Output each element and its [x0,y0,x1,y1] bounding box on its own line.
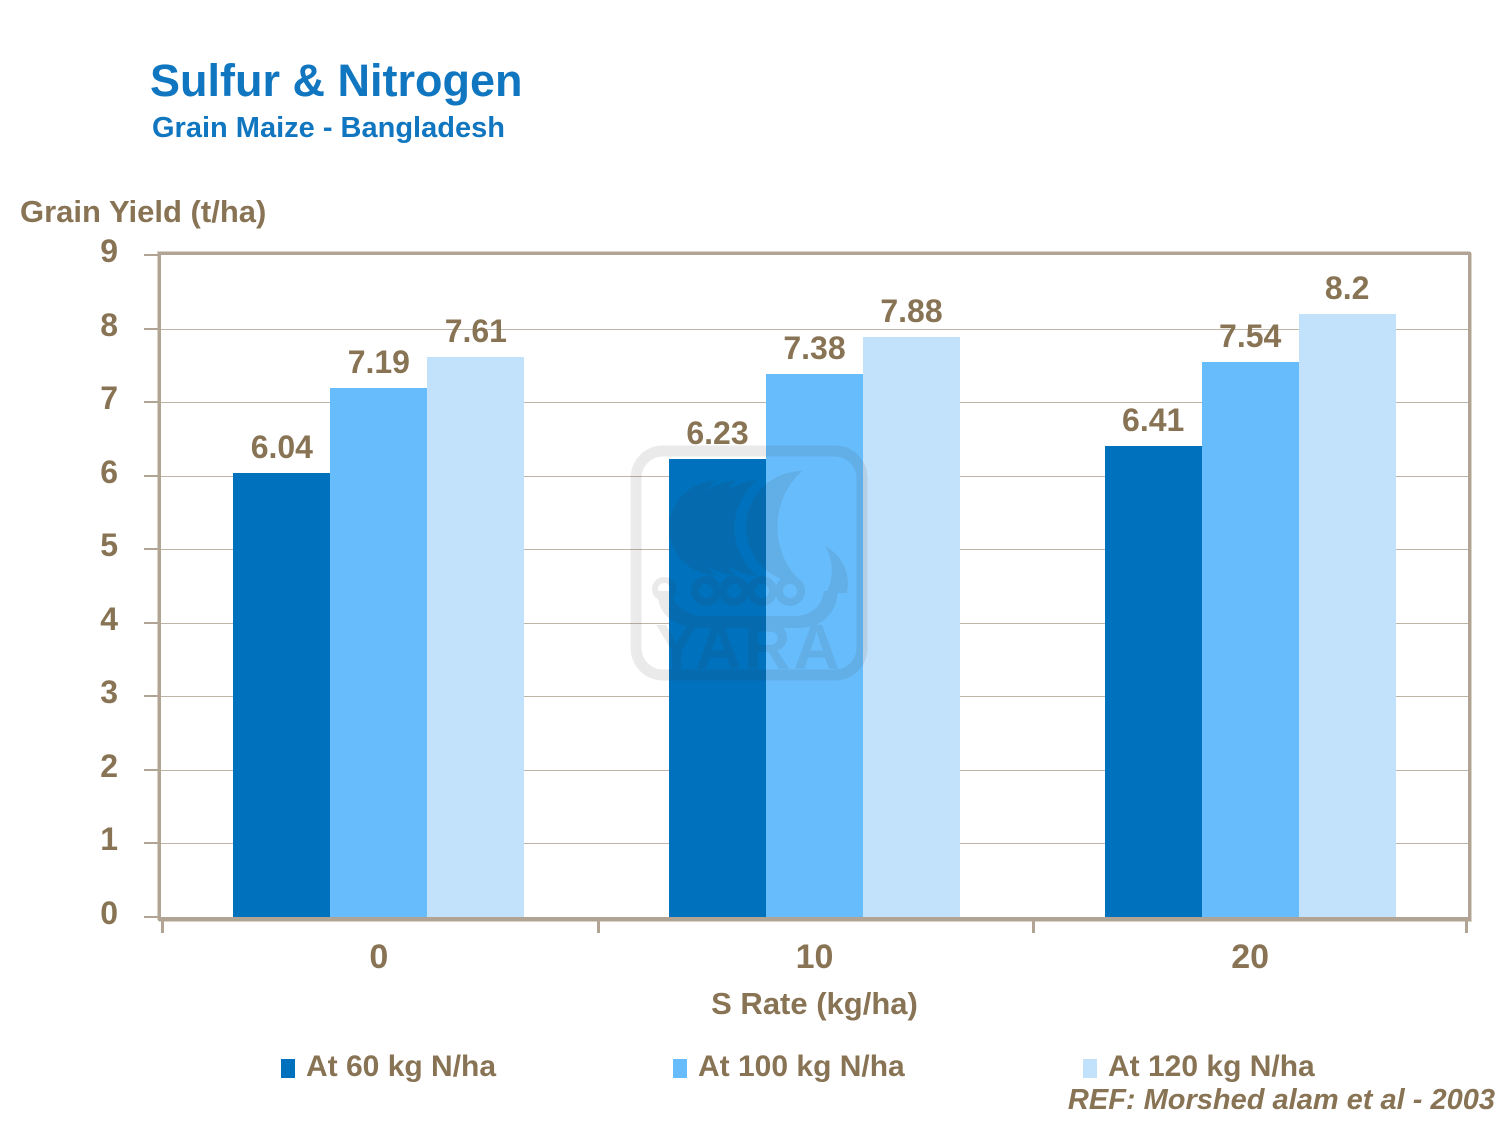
legend-swatch-medium-blue [673,1059,687,1078]
legend-label: At 100 kg N/ha [698,1050,905,1083]
y-axis-tick [144,401,158,404]
bar-at-120-kg-n/ha-s0 [427,357,525,917]
legend-item-100kg: At 100 kg N/ha [673,1050,905,1084]
legend-label: At 60 kg N/ha [306,1050,497,1083]
y-axis-tick [144,621,158,624]
y-axis-tick [144,327,158,330]
legend-label: At 120 kg N/ha [1108,1050,1315,1083]
y-axis-tick [144,695,158,698]
x-axis-tick [596,917,600,933]
bar-value-label: 7.54 [1219,318,1282,355]
y-axis-tick [144,842,158,845]
bar-value-label: 7.88 [880,293,943,330]
y-tick-label: 9 [100,232,118,269]
bar-value-label: 7.38 [783,330,846,367]
x-axis-tick [1032,917,1036,933]
x-axis-tick [161,917,164,933]
bar-value-label: 8.2 [1324,269,1370,306]
chart-title: Sulfur & Nitrogen [150,55,523,106]
legend-swatch-light-blue [1083,1059,1097,1078]
y-tick-label: 3 [100,674,118,711]
x-tick-label: 20 [1231,938,1270,976]
bar-value-label: 7.61 [444,313,507,350]
y-axis-tick [144,768,158,771]
legend-swatch-dark-blue [281,1059,295,1078]
chart-subtitle: Grain Maize - Bangladesh [152,112,505,144]
bar-at-120-kg-n/ha-s10 [863,337,960,917]
bar-at-60-kg-n/ha-s10 [669,458,766,917]
y-tick-label: 2 [100,747,118,784]
reference-citation: REF: Morshed alam et al - 2003 [1067,1084,1495,1116]
y-tick-label: 0 [100,894,118,931]
bar-at-100-kg-n/ha-s10 [766,374,863,917]
y-tick-label: 4 [100,600,118,637]
legend-item-60kg: At 60 kg N/ha [281,1050,496,1084]
bar-value-label: 6.04 [250,428,313,465]
x-axis-title: S Rate (kg/ha) [711,986,918,1021]
y-tick-label: 7 [100,379,118,416]
bar-at-100-kg-n/ha-s0 [330,388,428,917]
y-axis-title: Grain Yield (t/ha) [20,194,267,229]
bar-value-label: 7.19 [347,344,410,381]
y-tick-label: 1 [100,821,118,858]
legend-item-120kg: At 120 kg N/ha [1083,1050,1315,1084]
plot-area: 6.04 7.19 7.61 6.23 7.38 7.88 6.41 7.54 8.2 [144,252,1471,933]
bar-value-label: 6.41 [1122,401,1185,438]
bar-value-label: 6.23 [686,414,749,451]
bar-at-100-kg-n/ha-s20 [1201,362,1299,917]
y-tick-label: 6 [100,453,118,490]
x-axis-tick-labels: 0 10 20 [161,938,1468,988]
y-axis-tick [144,254,158,256]
y-tick-label: 5 [100,526,118,563]
x-tick-label: 10 [795,938,834,976]
y-axis-tick [144,548,158,551]
y-axis-tick-labels: 0 1 2 3 4 5 6 7 8 9 [40,233,140,931]
y-axis-tick [144,916,158,918]
bar-at-120-kg-n/ha-s20 [1298,313,1396,917]
y-axis-tick [144,474,158,477]
bar-at-60-kg-n/ha-s20 [1104,445,1202,917]
y-tick-label: 8 [100,306,118,343]
bar-at-60-kg-n/ha-s0 [233,472,331,917]
x-tick-label: 0 [369,938,389,976]
gridline [161,328,1468,330]
x-axis-tick [1465,917,1468,933]
